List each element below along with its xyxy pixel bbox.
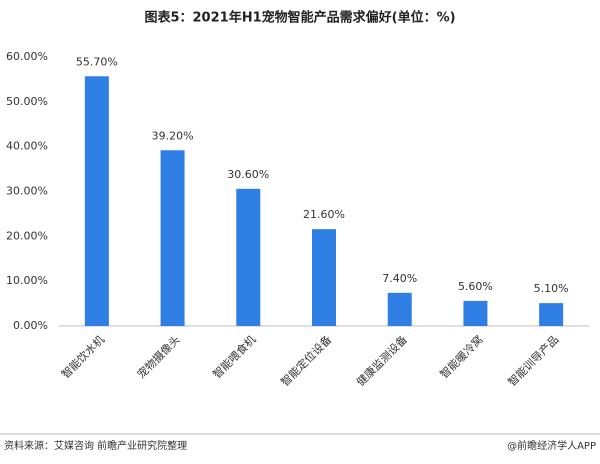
chart-title: 图表5：2021年H1宠物智能产品需求偏好(单位：%) xyxy=(144,10,455,26)
x-tick-label: 智能定位设备 xyxy=(278,332,335,389)
y-tick-label: 60.00% xyxy=(6,50,48,63)
credit: @前瞻经济学人APP xyxy=(507,439,596,452)
bar xyxy=(539,303,564,326)
value-label: 21.60% xyxy=(303,208,345,221)
source-note: 资料来源：艾媒咨询 前瞻产业研究院整理 xyxy=(4,439,187,452)
value-label: 30.60% xyxy=(227,168,269,181)
y-tick-label: 40.00% xyxy=(6,140,48,153)
value-label: 7.40% xyxy=(382,272,417,285)
value-label: 5.10% xyxy=(534,282,569,295)
y-tick-label: 10.00% xyxy=(6,274,48,287)
bar xyxy=(463,300,488,326)
bar xyxy=(236,188,261,326)
x-tick-label: 智能训导产品 xyxy=(505,332,562,389)
bar xyxy=(160,150,185,326)
x-tick-label: 智能饮水机 xyxy=(58,332,107,381)
y-tick-label: 30.00% xyxy=(6,185,48,198)
value-label: 55.70% xyxy=(76,55,118,68)
bar xyxy=(312,229,336,326)
bar xyxy=(387,292,412,326)
value-label: 39.20% xyxy=(152,129,194,142)
x-tick-label: 宠物摄像头 xyxy=(134,332,183,381)
y-tick-label: 20.00% xyxy=(6,229,48,242)
bar xyxy=(84,76,109,326)
y-tick-label: 50.00% xyxy=(6,95,48,108)
value-label: 5.60% xyxy=(458,280,493,293)
y-tick-label: 0.00% xyxy=(13,319,48,332)
x-tick-label: 智能暖冷窝 xyxy=(437,332,486,381)
x-tick-label: 智能喂食机 xyxy=(210,332,259,381)
x-tick-label: 健康监测设备 xyxy=(353,332,410,389)
